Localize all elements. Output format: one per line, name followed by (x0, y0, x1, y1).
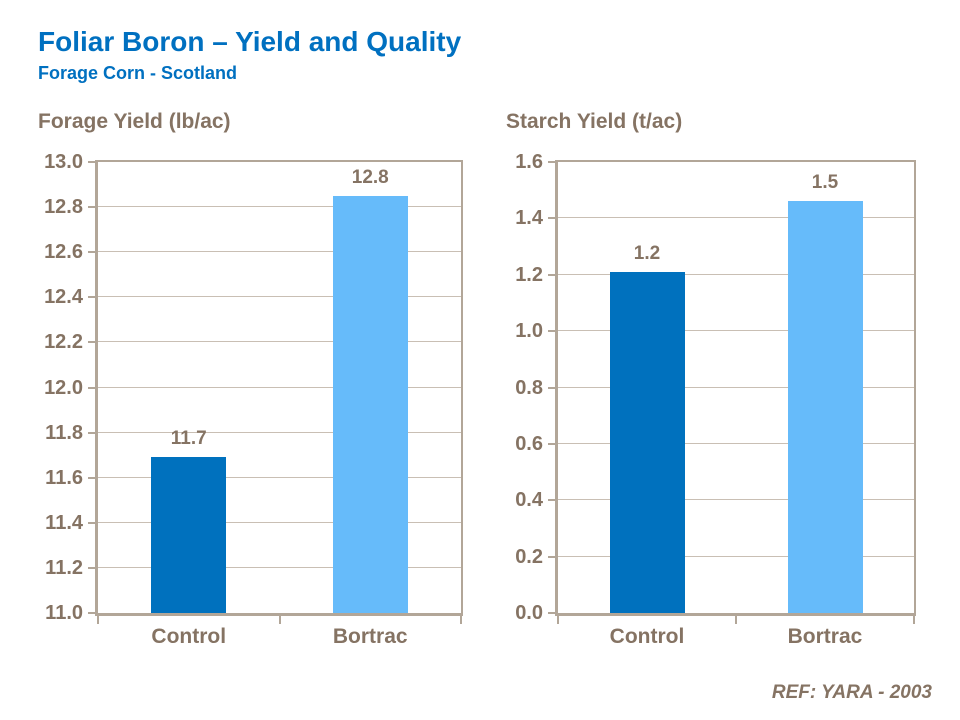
y-axis-tick-label: 11.2 (45, 556, 83, 579)
y-axis-tick (88, 296, 96, 299)
chart-title-starch-yield: Starch Yield (t/ac) (506, 110, 683, 133)
x-axis-tick (97, 616, 99, 624)
y-axis-tick (548, 499, 556, 502)
chart-title-forage-yield: Forage Yield (lb/ac) (38, 110, 231, 133)
gridline (98, 296, 461, 298)
y-axis-tick (88, 612, 96, 614)
y-axis-tick-label: 0.0 (515, 602, 543, 624)
y-axis-tick (548, 330, 556, 333)
y-axis-tick-label: 12.0 (44, 376, 83, 399)
gridline (98, 431, 461, 433)
bar-control (609, 271, 685, 613)
bar-bortrac (787, 201, 863, 613)
y-axis-tick (88, 341, 96, 344)
x-axis-tick (735, 616, 737, 624)
y-axis-tick-label: 11.0 (45, 602, 83, 624)
reference-note: REF: YARA - 2003 (771, 682, 932, 703)
gridline (558, 386, 914, 388)
data-label-bortrac: 1.5 (811, 172, 839, 194)
y-axis-tick (548, 442, 556, 445)
y-axis-tick-label: 12.2 (44, 331, 83, 354)
gridline (98, 206, 461, 208)
y-axis-tick (88, 476, 96, 479)
y-axis-tick-label: 11.8 (45, 421, 83, 444)
data-label-control: 11.7 (170, 428, 207, 450)
y-axis-tick-label: 11.6 (45, 466, 83, 489)
x-axis-category-label-bortrac: Bortrac (332, 625, 408, 648)
y-axis-tick-label: 0.8 (515, 376, 543, 399)
chart-forage-yield-plot-area: 11.0 11.2 11.4 11.6 11.8 12.0 12.2 12.4 12.6 12.8… (44, 151, 463, 648)
data-label-control: 1.2 (633, 242, 661, 264)
y-axis-tick-label: 1.4 (515, 207, 543, 230)
x-axis-tick (913, 616, 915, 624)
gridline (98, 341, 461, 343)
y-axis-tick-label: 12.4 (44, 286, 83, 309)
y-axis-tick (88, 521, 96, 524)
gridline (98, 476, 461, 478)
y-axis-tick (88, 161, 96, 163)
page-subtitle: Forage Corn - Scotland (38, 63, 238, 83)
y-axis-tick (548, 217, 556, 220)
y-axis-tick-label: 1.0 (515, 320, 543, 343)
gridline (558, 273, 914, 275)
bar-bortrac (332, 195, 408, 613)
y-axis-tick (548, 273, 556, 276)
gridline (558, 442, 914, 444)
x-axis-category-label-bortrac: Bortrac (787, 625, 863, 648)
y-axis-tick-label: 11.4 (45, 511, 83, 534)
y-axis-tick-label: 1.2 (515, 263, 543, 286)
y-axis-tick (88, 251, 96, 254)
bar-control (151, 457, 227, 613)
y-axis-tick-label: 13.0 (44, 151, 83, 173)
y-axis-tick-label: 0.6 (515, 432, 543, 455)
gridline (558, 499, 914, 501)
chart-starch-yield-plot-area: 0.0 0.2 0.4 0.6 0.8 1.0 1.2 1.4 1.6 1.2 Control 1.5… (515, 151, 916, 648)
gridline (558, 217, 914, 219)
x-axis-tick (460, 616, 462, 624)
gridline (558, 330, 914, 332)
page-title: Foliar Boron – Yield and Quality (38, 26, 462, 57)
y-axis-tick (548, 386, 556, 389)
y-axis-tick (548, 612, 556, 614)
y-axis-tick (88, 431, 96, 434)
x-axis-category-label-control: Control (151, 625, 227, 648)
y-axis-tick (88, 386, 96, 389)
data-label-bortrac: 12.8 (351, 166, 389, 188)
header: Foliar Boron – Yield and Quality Forage … (38, 26, 461, 84)
gridline (558, 555, 914, 557)
x-axis-tick (278, 616, 281, 624)
y-axis-tick (88, 566, 96, 569)
y-axis-tick-label: 12.6 (44, 241, 83, 264)
y-axis-tick (548, 555, 556, 558)
y-axis-tick-label: 1.6 (515, 151, 543, 173)
x-axis-category-label-control: Control (609, 625, 685, 648)
gridline (98, 521, 461, 523)
y-axis-tick (88, 206, 96, 209)
gridline (98, 566, 461, 568)
gridline (98, 251, 461, 253)
y-axis-tick-label: 0.2 (515, 545, 543, 568)
x-axis-tick (557, 616, 559, 624)
y-axis-tick-label: 0.4 (515, 489, 543, 512)
gridline (98, 386, 461, 388)
y-axis-tick (548, 161, 556, 163)
y-axis-tick-label: 12.8 (44, 196, 83, 219)
